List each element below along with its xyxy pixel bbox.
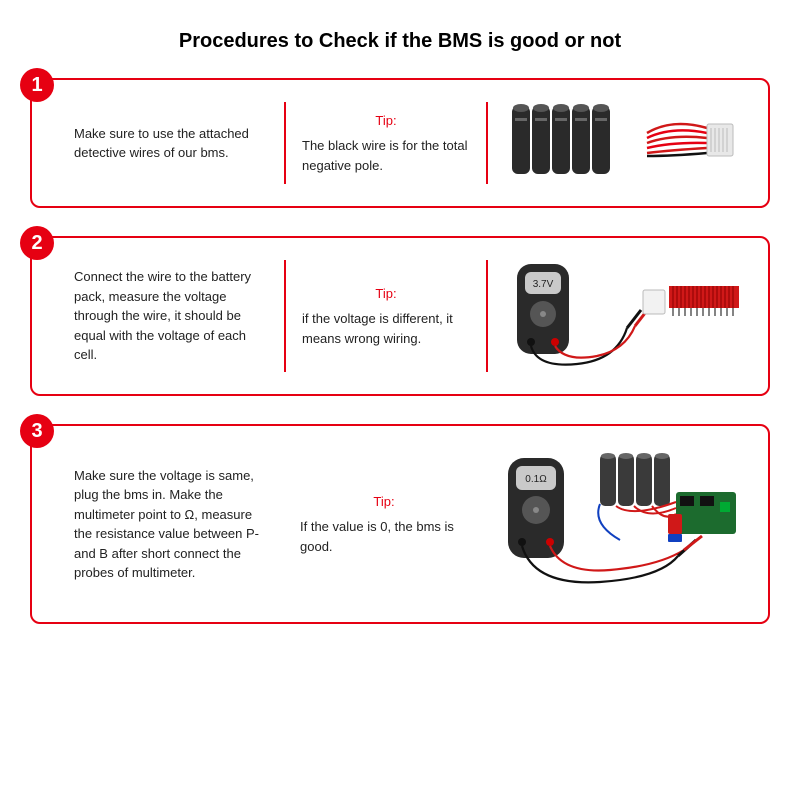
step-card-1: 1Make sure to use the attached detective… bbox=[30, 78, 770, 208]
step-tip-column: Tip: if the voltage is different, it mean… bbox=[286, 284, 486, 349]
step-badge: 1 bbox=[20, 68, 54, 102]
tip-label: Tip: bbox=[302, 111, 470, 131]
step-tip-column: Tip: The black wire is for the total nega… bbox=[286, 111, 486, 176]
step-card-3: 3Make sure the voltage is same, plug the… bbox=[30, 424, 770, 624]
step-illustration: 0.1Ω bbox=[484, 444, 750, 604]
step-instruction: Make sure to use the attached detective … bbox=[74, 124, 284, 163]
meter-bms-illustration: 0.1Ω bbox=[500, 444, 750, 604]
battery-wires-illustration bbox=[512, 98, 742, 188]
meter-connector-illustration: 3.7V bbox=[507, 256, 747, 376]
tip-label: Tip: bbox=[300, 492, 468, 512]
step-instruction: Connect the wire to the battery pack, me… bbox=[74, 267, 284, 365]
tip-text: if the voltage is different, it means wr… bbox=[302, 309, 470, 348]
tip-text: The black wire is for the total negative… bbox=[302, 136, 470, 175]
page-title: Procedures to Check if the BMS is good o… bbox=[30, 30, 770, 53]
steps-container: 1Make sure to use the attached detective… bbox=[30, 78, 770, 624]
step-illustration bbox=[488, 98, 750, 188]
step-illustration: 3.7V bbox=[488, 256, 750, 376]
step-card-2: 2Connect the wire to the battery pack, m… bbox=[30, 236, 770, 396]
step-instruction: Make sure the voltage is same, plug the … bbox=[74, 466, 284, 583]
meter-reading-2: 0.1Ω bbox=[525, 474, 547, 485]
step-badge: 2 bbox=[20, 226, 54, 260]
step-tip-column: Tip: If the value is 0, the bms is good. bbox=[284, 492, 484, 557]
tip-label: Tip: bbox=[302, 284, 470, 304]
step-badge: 3 bbox=[20, 414, 54, 448]
meter-reading-1: 3.7V bbox=[533, 279, 554, 290]
tip-text: If the value is 0, the bms is good. bbox=[300, 517, 468, 556]
